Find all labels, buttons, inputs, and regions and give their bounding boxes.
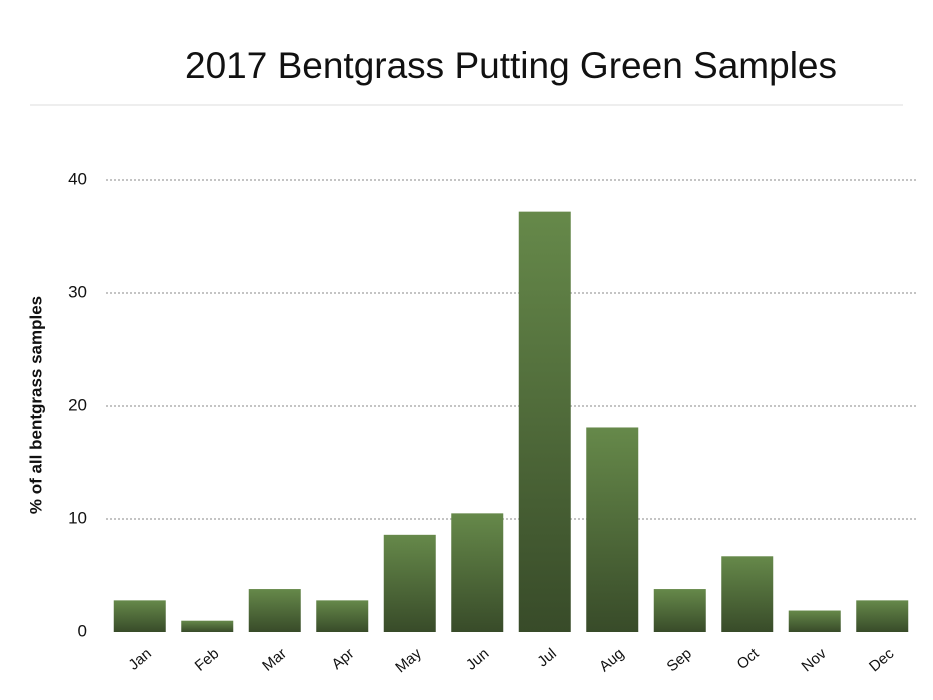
y-tick-label: 30 [68,282,87,301]
bar [248,589,301,632]
bar [181,620,234,632]
x-tick-label: Nov [799,645,831,675]
x-tick-label: Jan [125,645,154,674]
chart-title: 2017 Bentgrass Putting Green Samples [185,45,837,86]
bar [316,600,369,632]
y-tick-label: 10 [68,508,87,527]
bar [653,589,706,632]
x-tick-label: May [392,645,425,677]
x-tick-label: Jul [534,645,560,670]
bar [586,427,639,632]
x-tick-label: Jun [463,645,492,674]
y-tick-label: 40 [68,169,87,188]
x-tick-label: Dec [866,645,898,675]
bar [788,610,841,632]
x-tick-label: Sep [663,645,694,675]
x-tick-label: Mar [259,645,290,675]
bar [721,556,774,632]
bar [451,513,504,632]
bar [383,534,436,632]
y-tick-label: 0 [78,621,87,640]
y-axis-label: % of all bentgrass samples [26,296,45,514]
bar [856,600,909,632]
x-tick-label: Oct [734,645,763,674]
x-tick-label: Aug [596,645,627,675]
y-tick-label: 20 [68,395,87,414]
x-tick-label: Apr [329,645,358,673]
bar [518,211,571,632]
bar [113,600,166,632]
x-tick-label: Feb [192,645,223,675]
